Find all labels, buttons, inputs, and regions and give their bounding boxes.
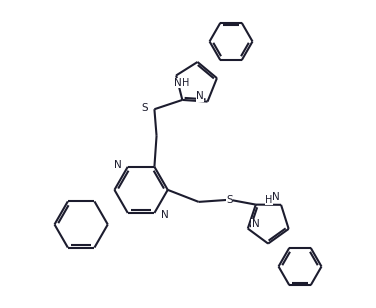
Text: N: N <box>114 160 121 170</box>
Text: S: S <box>226 195 233 205</box>
Text: S: S <box>142 103 148 113</box>
Text: N: N <box>161 210 168 220</box>
Text: N: N <box>252 219 259 229</box>
Text: N: N <box>196 91 204 101</box>
Text: H: H <box>182 78 189 88</box>
Text: N: N <box>272 192 280 202</box>
Text: N: N <box>174 78 182 88</box>
Text: H: H <box>265 195 273 205</box>
